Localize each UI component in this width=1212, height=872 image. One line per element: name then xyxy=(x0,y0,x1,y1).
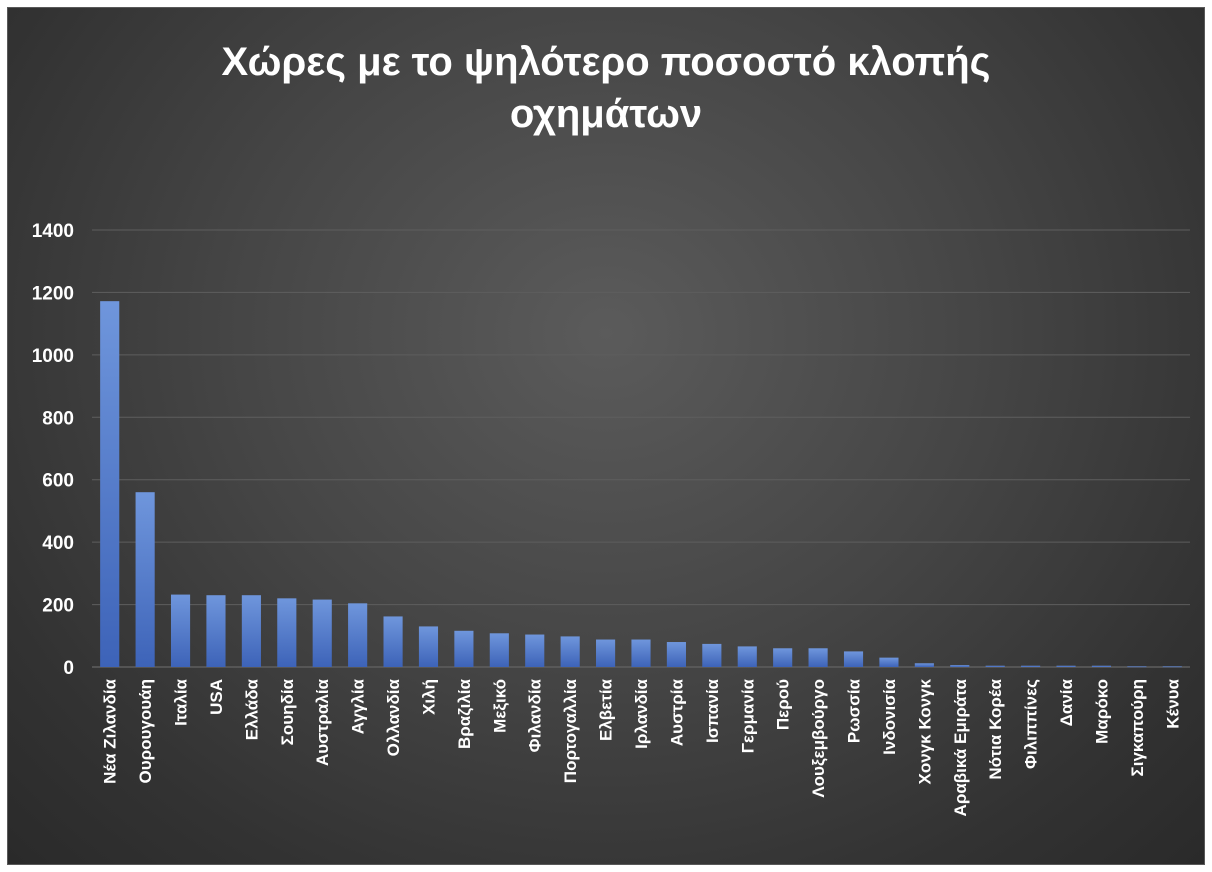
y-tick-label: 600 xyxy=(42,471,74,492)
y-tick-label: 0 xyxy=(63,658,74,679)
x-tick-label: Φιλιππίνες xyxy=(1022,679,1041,769)
bar xyxy=(525,634,545,667)
x-tick-label: Ιρλανδία xyxy=(632,678,651,748)
chart-title-line-1: Χώρες με το ψηλότερο ποσοστό κλοπής xyxy=(221,40,991,84)
y-tick-label: 400 xyxy=(42,533,74,554)
y-tick-label: 1400 xyxy=(32,221,74,242)
x-tick-label: Φιλανδία xyxy=(526,678,545,752)
x-tick-label: Μεξικό xyxy=(490,679,509,733)
x-tick-label: Αγγλία xyxy=(349,678,368,734)
x-tick-label: Χονγκ Κονγκ xyxy=(915,678,934,784)
bar xyxy=(348,603,368,667)
bar xyxy=(206,595,226,667)
bar xyxy=(241,595,261,667)
y-tick-label: 1200 xyxy=(32,283,74,304)
x-tick-label: Ελλάδα xyxy=(242,678,261,740)
bar xyxy=(1162,666,1182,668)
x-tick-label: Ελβετία xyxy=(597,678,616,741)
x-tick-label: Περού xyxy=(774,679,793,730)
x-tick-label: USA xyxy=(207,679,226,715)
x-tick-label: Λουξεμβούργο xyxy=(809,679,828,798)
x-tick-label: Δανία xyxy=(1057,678,1076,726)
x-tick-label: Νότια Κορέα xyxy=(986,678,1005,779)
bar xyxy=(666,642,686,667)
bar xyxy=(1021,665,1041,667)
y-tick-label: 200 xyxy=(42,596,74,617)
x-tick-label: Ουρουγουάη xyxy=(136,679,155,783)
bar xyxy=(773,648,793,667)
bar xyxy=(596,639,616,667)
chart-area: Χώρες με το ψηλότερο ποσοστό κλοπής οχημ… xyxy=(7,7,1205,865)
x-tick-label: Γερμανία xyxy=(738,678,757,753)
x-tick-label: Αυστρία xyxy=(667,678,686,746)
x-tick-label: Χιλή xyxy=(419,679,438,715)
bar xyxy=(808,648,828,667)
x-tick-label: Αραβικά Εμιράτα xyxy=(951,678,970,816)
bar xyxy=(560,636,580,667)
bar xyxy=(879,657,899,667)
x-tick-label: Σιγκαπούρη xyxy=(1128,679,1147,776)
x-tick-label: Ιταλία xyxy=(172,678,191,725)
bar xyxy=(914,663,934,667)
bar xyxy=(843,651,864,667)
bar xyxy=(454,630,474,667)
x-tick-label: Μαρόκο xyxy=(1092,679,1111,744)
y-tick-label: 800 xyxy=(42,408,74,429)
bar xyxy=(631,639,651,667)
bar xyxy=(985,665,1005,667)
chart-title: Χώρες με το ψηλότερο ποσοστό κλοπής οχημ… xyxy=(8,36,1204,140)
x-tick-label: Κένυα xyxy=(1163,678,1182,728)
bar-chart: 0 200 400 600 800 1000 1200 1400 Νέα Ζιλανδία Ου… xyxy=(32,221,1190,816)
x-tick-label: Σουηδία xyxy=(278,678,297,745)
bar xyxy=(100,301,120,667)
y-tick-label: 1000 xyxy=(32,346,74,367)
x-tick-label: Βραζιλία xyxy=(455,678,474,749)
y-axis-ticks: 0 200 400 600 800 1000 1200 1400 xyxy=(32,221,74,679)
bar xyxy=(702,643,722,667)
bar xyxy=(1091,665,1112,667)
bar xyxy=(383,616,403,667)
x-tick-label: Ισπανία xyxy=(703,678,722,743)
bar xyxy=(950,665,970,667)
bars xyxy=(100,301,1182,668)
bar xyxy=(489,633,509,667)
x-tick-label: Πορτογαλλία xyxy=(561,678,580,783)
bar xyxy=(312,599,332,667)
gridlines xyxy=(92,229,1190,668)
x-tick-label: Ρωσσία xyxy=(845,678,864,743)
x-tick-label: Ινδονισία xyxy=(880,678,899,754)
bar xyxy=(1127,666,1147,668)
x-tick-label: Νέα Ζιλανδία xyxy=(101,678,120,783)
bar xyxy=(1056,665,1076,667)
bar xyxy=(170,594,191,667)
bar xyxy=(135,492,155,667)
bar xyxy=(737,646,757,667)
bar xyxy=(277,598,297,667)
chart-title-line-2: οχημάτων xyxy=(509,92,703,136)
x-tick-label: Αυστραλία xyxy=(313,678,332,766)
x-tick-label: Ολλανδία xyxy=(384,678,403,756)
x-axis-labels: Νέα Ζιλανδία Ουρουγουάη Ιταλία USA Ελλάδα Σου… xyxy=(101,678,1183,816)
bar xyxy=(418,626,439,667)
